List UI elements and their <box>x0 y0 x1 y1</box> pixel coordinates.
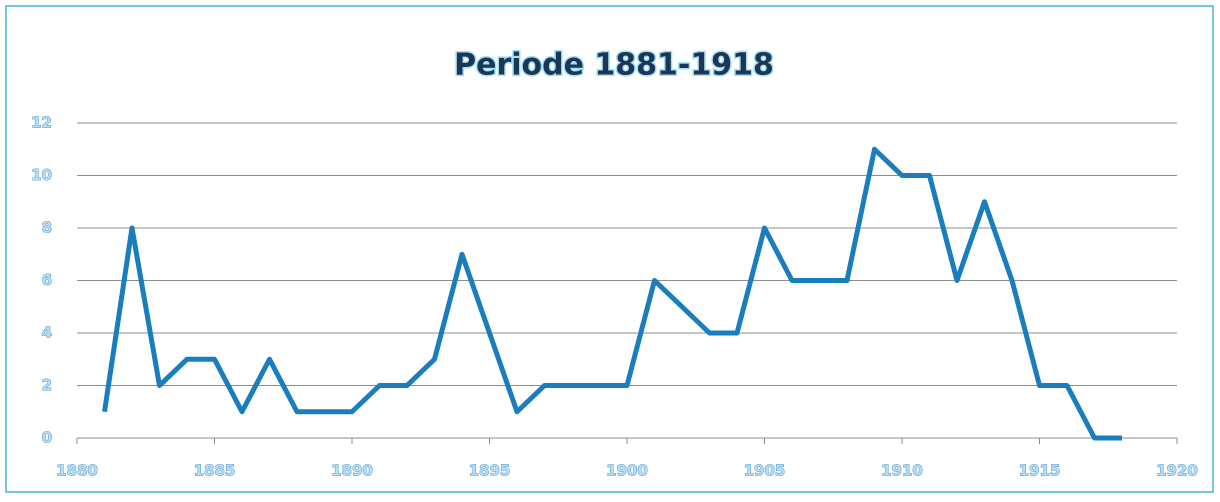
x-tick-label: 1920 <box>1156 462 1198 480</box>
y-tick-label: 10 <box>31 166 52 184</box>
data-line <box>102 146 1122 441</box>
x-tick-label: 1895 <box>469 462 511 480</box>
x-tick-label: 1880 <box>56 462 98 480</box>
y-tick-label: 8 <box>42 219 52 237</box>
chart-frame <box>5 5 1214 493</box>
chart-title: Periode 1881-1918 <box>454 48 774 83</box>
x-tick-label: 1900 <box>606 462 648 480</box>
x-tick-label: 1905 <box>744 462 786 480</box>
y-tick-label: 2 <box>42 376 52 394</box>
y-tick-label: 12 <box>31 114 52 132</box>
x-tick-label: 1890 <box>331 462 373 480</box>
x-tick-label: 1910 <box>881 462 923 480</box>
y-tick-label: 4 <box>42 324 52 342</box>
x-tick-label: 1915 <box>1019 462 1061 480</box>
y-tick-label: 0 <box>42 429 52 447</box>
y-tick-label: 6 <box>42 271 52 289</box>
x-tick-label: 1885 <box>194 462 236 480</box>
